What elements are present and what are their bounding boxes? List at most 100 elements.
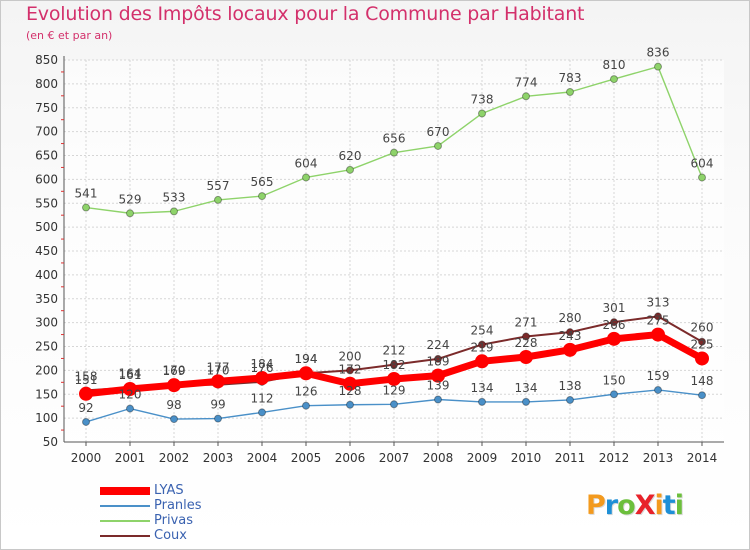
- logo-letter: r: [604, 490, 618, 521]
- data-label-lyas: 194: [295, 352, 318, 366]
- data-point-pranles: [654, 385, 662, 394]
- chart-legend: LYAS Pranles Privas Coux: [100, 483, 240, 544]
- logo-letter: i: [654, 490, 664, 521]
- data-point-coux: [478, 340, 486, 349]
- data-point-privas: [478, 109, 486, 118]
- data-point-pranles: [478, 397, 486, 406]
- y-tick-label: 150: [35, 387, 58, 401]
- data-label-lyas: 172: [339, 363, 362, 377]
- data-label-pranles: 159: [647, 369, 670, 383]
- y-tick-label: 650: [35, 149, 58, 163]
- data-label-pranles: 112: [251, 391, 274, 405]
- x-tick-label: 2002: [159, 451, 190, 465]
- data-label-privas: 670: [427, 125, 450, 139]
- legend-item-lyas: LYAS: [100, 483, 240, 499]
- data-label-coux: 271: [515, 315, 538, 329]
- data-label-lyas: 161: [119, 368, 142, 382]
- data-point-lyas: [607, 331, 621, 346]
- data-label-lyas: 228: [515, 336, 538, 350]
- data-point-privas: [390, 148, 398, 157]
- data-point-coux: [698, 337, 706, 346]
- data-point-lyas: [695, 351, 709, 366]
- data-label-coux: 301: [603, 301, 626, 315]
- data-label-lyas: 184: [251, 357, 274, 371]
- y-tick-label: 700: [35, 125, 58, 139]
- data-label-privas: 557: [207, 179, 230, 193]
- data-label-coux: 176: [251, 361, 274, 375]
- data-label-coux: 170: [207, 364, 230, 378]
- data-label-pranles: 134: [515, 381, 538, 395]
- data-label-coux: 212: [383, 344, 406, 358]
- data-point-privas: [654, 62, 662, 71]
- y-tick-label: 50: [43, 435, 58, 449]
- data-point-pranles: [390, 400, 398, 409]
- data-label-lyas: 275: [647, 314, 670, 328]
- y-tick-label: 400: [35, 268, 58, 282]
- legend-item-pranles: Pranles: [100, 498, 240, 514]
- data-point-pranles: [302, 401, 310, 410]
- data-label-privas: 620: [339, 149, 362, 163]
- data-label-privas: 810: [603, 58, 626, 72]
- data-point-coux: [522, 332, 530, 341]
- data-point-coux: [610, 318, 618, 327]
- data-point-pranles: [214, 414, 222, 423]
- x-tick-label: 2009: [467, 451, 498, 465]
- y-tick-label: 200: [35, 363, 58, 377]
- data-point-privas: [610, 75, 618, 84]
- data-label-privas: 604: [691, 156, 714, 170]
- data-label-lyas: 189: [427, 355, 450, 369]
- data-point-coux: [434, 354, 442, 363]
- data-label-lyas: 182: [383, 358, 406, 372]
- logo-letter: X: [634, 490, 656, 521]
- data-point-privas: [258, 192, 266, 201]
- data-point-privas: [214, 195, 222, 204]
- data-label-lyas: 219: [471, 340, 494, 354]
- data-point-privas: [566, 87, 574, 96]
- data-label-privas: 738: [471, 92, 494, 106]
- legend-swatch: [100, 520, 150, 522]
- data-point-lyas: [519, 350, 533, 365]
- data-point-lyas: [123, 381, 137, 396]
- data-label-pranles: 126: [295, 385, 318, 399]
- data-label-coux: 254: [471, 324, 494, 338]
- x-tick-label: 2004: [247, 451, 278, 465]
- chart-subtitle: (en € et par an): [26, 29, 113, 42]
- data-point-lyas: [167, 378, 181, 393]
- x-tick-label: 2013: [643, 451, 674, 465]
- data-label-lyas: 151: [75, 373, 98, 387]
- data-point-lyas: [211, 374, 225, 389]
- y-tick-label: 350: [35, 292, 58, 306]
- data-point-pranles: [434, 395, 442, 404]
- x-tick-label: 2006: [335, 451, 366, 465]
- data-point-lyas: [299, 366, 313, 381]
- data-label-privas: 656: [383, 132, 406, 146]
- data-label-pranles: 92: [78, 401, 93, 415]
- data-label-pranles: 99: [210, 398, 225, 412]
- data-label-pranles: 148: [691, 374, 714, 388]
- data-label-privas: 529: [119, 192, 142, 206]
- data-point-pranles: [170, 415, 178, 424]
- data-point-coux: [654, 312, 662, 321]
- data-point-privas: [346, 165, 354, 174]
- data-point-privas: [126, 209, 134, 218]
- logo-letter: i: [674, 490, 684, 521]
- data-point-pranles: [522, 397, 530, 406]
- data-label-privas: 533: [163, 190, 186, 204]
- data-point-privas: [302, 173, 310, 182]
- data-label-pranles: 138: [559, 379, 582, 393]
- data-label-privas: 604: [295, 156, 318, 170]
- proxiti-logo: ProXiti: [586, 490, 684, 521]
- legend-swatch: [100, 505, 150, 507]
- y-tick-label: 600: [35, 172, 58, 186]
- data-point-pranles: [82, 417, 90, 426]
- data-label-pranles: 98: [166, 398, 181, 412]
- data-point-lyas: [387, 371, 401, 386]
- data-label-pranles: 139: [427, 379, 450, 393]
- data-point-coux: [390, 360, 398, 369]
- y-tick-label: 550: [35, 196, 58, 210]
- x-tick-label: 2012: [599, 451, 630, 465]
- legend-label: Privas: [154, 513, 193, 528]
- data-point-pranles: [698, 391, 706, 400]
- data-point-pranles: [258, 408, 266, 417]
- y-tick-label: 100: [35, 411, 58, 425]
